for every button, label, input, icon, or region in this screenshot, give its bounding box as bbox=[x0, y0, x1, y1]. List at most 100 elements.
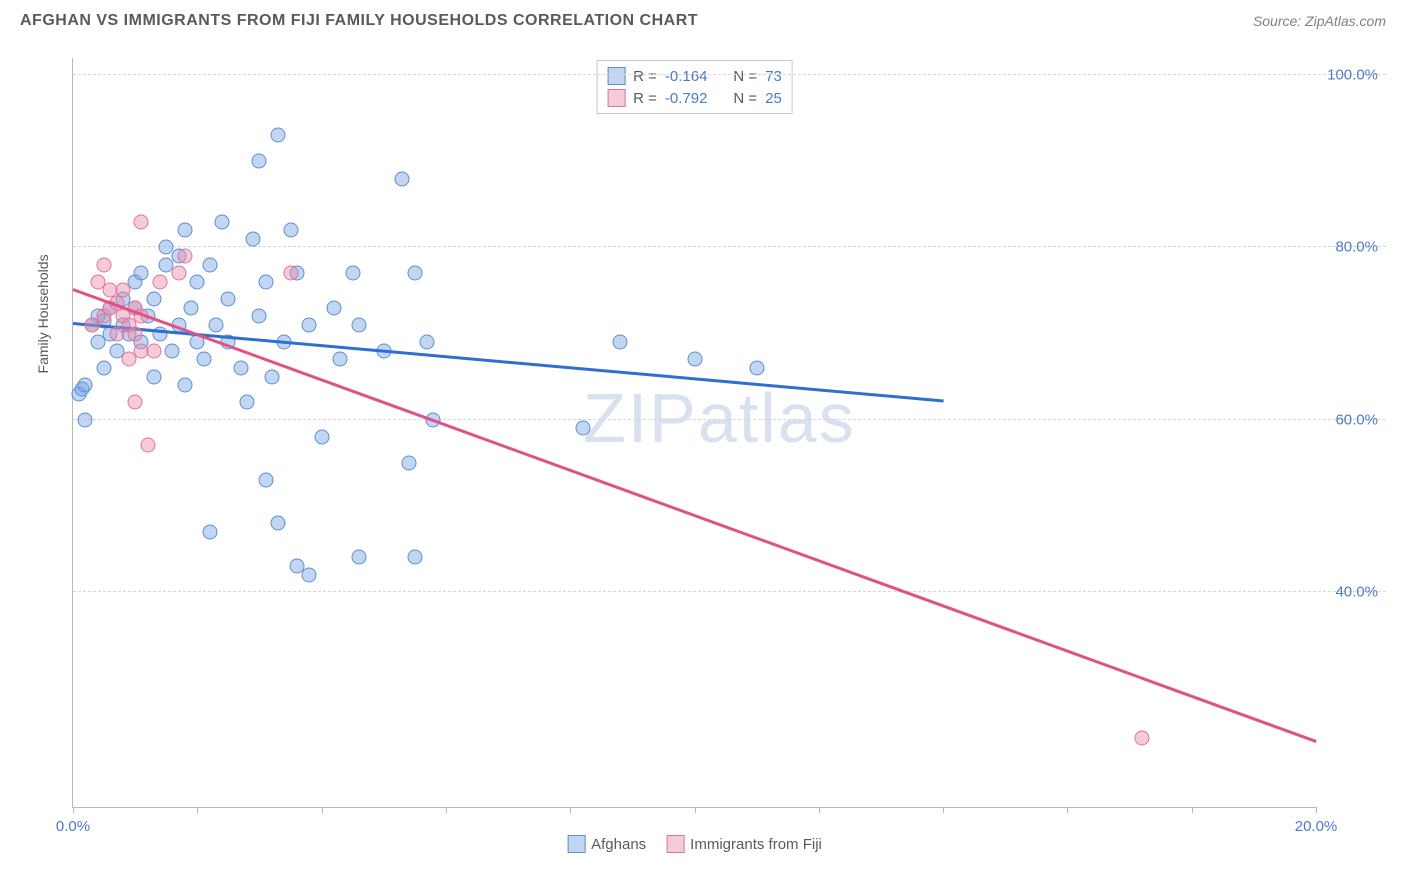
data-point bbox=[258, 274, 273, 289]
data-point bbox=[165, 343, 180, 358]
data-point bbox=[333, 352, 348, 367]
data-point bbox=[78, 378, 93, 393]
legend-row: R = -0.792 N = 25 bbox=[607, 87, 782, 109]
xtick bbox=[197, 807, 198, 813]
data-point bbox=[177, 378, 192, 393]
data-point bbox=[146, 292, 161, 307]
legend-row: R = -0.164 N = 73 bbox=[607, 65, 782, 87]
data-point bbox=[345, 266, 360, 281]
data-point bbox=[351, 317, 366, 332]
legend-n-value: 73 bbox=[765, 68, 782, 85]
data-point bbox=[208, 317, 223, 332]
data-point bbox=[407, 550, 422, 565]
data-point bbox=[314, 429, 329, 444]
data-point bbox=[171, 266, 186, 281]
xtick bbox=[1316, 807, 1317, 813]
legend-n-label: N = bbox=[733, 68, 757, 85]
xtick bbox=[1067, 807, 1068, 813]
xtick bbox=[1192, 807, 1193, 813]
data-point bbox=[128, 395, 143, 410]
data-point bbox=[190, 274, 205, 289]
data-point bbox=[146, 343, 161, 358]
legend-r-label: R = bbox=[633, 68, 657, 85]
data-point bbox=[687, 352, 702, 367]
xtick bbox=[73, 807, 74, 813]
chart-source: Source: ZipAtlas.com bbox=[1253, 13, 1386, 29]
chart-header: AFGHAN VS IMMIGRANTS FROM FIJI FAMILY HO… bbox=[0, 0, 1406, 38]
data-point bbox=[97, 257, 112, 272]
data-point bbox=[351, 550, 366, 565]
data-point bbox=[134, 214, 149, 229]
data-point bbox=[202, 524, 217, 539]
xtick bbox=[819, 807, 820, 813]
data-point bbox=[240, 395, 255, 410]
data-point bbox=[252, 154, 267, 169]
data-point bbox=[258, 472, 273, 487]
data-point bbox=[177, 249, 192, 264]
data-point bbox=[575, 421, 590, 436]
data-point bbox=[749, 360, 764, 375]
xtick-label: 0.0% bbox=[56, 818, 90, 835]
legend-swatch bbox=[666, 835, 684, 853]
source-label: Source: bbox=[1253, 13, 1305, 29]
chart-title: AFGHAN VS IMMIGRANTS FROM FIJI FAMILY HO… bbox=[20, 12, 698, 30]
data-point bbox=[202, 257, 217, 272]
data-point bbox=[115, 283, 130, 298]
gridline bbox=[73, 419, 1386, 420]
series-legend: Afghans Immigrants from Fiji bbox=[567, 835, 822, 853]
legend-n-value: 25 bbox=[765, 90, 782, 107]
ytick-label: 100.0% bbox=[1327, 67, 1378, 84]
data-point bbox=[327, 300, 342, 315]
legend-r-label: R = bbox=[633, 90, 657, 107]
xtick bbox=[322, 807, 323, 813]
legend-label: Afghans bbox=[591, 836, 646, 853]
data-point bbox=[97, 360, 112, 375]
data-point bbox=[271, 128, 286, 143]
gridline bbox=[73, 74, 1386, 75]
data-point bbox=[401, 455, 416, 470]
ytick-label: 40.0% bbox=[1335, 583, 1378, 600]
ytick-label: 60.0% bbox=[1335, 411, 1378, 428]
data-point bbox=[153, 274, 168, 289]
data-point bbox=[283, 266, 298, 281]
data-point bbox=[283, 223, 298, 238]
legend-item: Immigrants from Fiji bbox=[666, 835, 822, 853]
xtick bbox=[446, 807, 447, 813]
data-point bbox=[302, 317, 317, 332]
legend-label: Immigrants from Fiji bbox=[690, 836, 822, 853]
data-point bbox=[78, 412, 93, 427]
data-point bbox=[233, 360, 248, 375]
data-point bbox=[395, 171, 410, 186]
data-point bbox=[271, 515, 286, 530]
data-point bbox=[146, 369, 161, 384]
legend-swatch bbox=[607, 67, 625, 85]
legend-swatch bbox=[607, 89, 625, 107]
data-point bbox=[196, 352, 211, 367]
legend-swatch bbox=[567, 835, 585, 853]
data-point bbox=[177, 223, 192, 238]
legend-item: Afghans bbox=[567, 835, 646, 853]
data-point bbox=[264, 369, 279, 384]
chart-container: Family Households ZIPatlas R =-0.164N =7… bbox=[20, 38, 1386, 858]
data-point bbox=[221, 292, 236, 307]
source-value: ZipAtlas.com bbox=[1305, 13, 1386, 29]
data-point bbox=[420, 335, 435, 350]
legend-r-value: -0.164 bbox=[665, 68, 708, 85]
legend-r-value: -0.792 bbox=[665, 90, 708, 107]
data-point bbox=[252, 309, 267, 324]
data-point bbox=[612, 335, 627, 350]
data-point bbox=[407, 266, 422, 281]
gridline bbox=[73, 591, 1386, 592]
xtick bbox=[943, 807, 944, 813]
legend-n-label: N = bbox=[733, 90, 757, 107]
data-point bbox=[215, 214, 230, 229]
xtick-label: 20.0% bbox=[1295, 818, 1338, 835]
xtick bbox=[570, 807, 571, 813]
data-point bbox=[140, 438, 155, 453]
data-point bbox=[128, 326, 143, 341]
yaxis-title: Family Households bbox=[35, 254, 51, 373]
data-point bbox=[302, 567, 317, 582]
data-point bbox=[246, 231, 261, 246]
data-point bbox=[134, 266, 149, 281]
data-point bbox=[184, 300, 199, 315]
